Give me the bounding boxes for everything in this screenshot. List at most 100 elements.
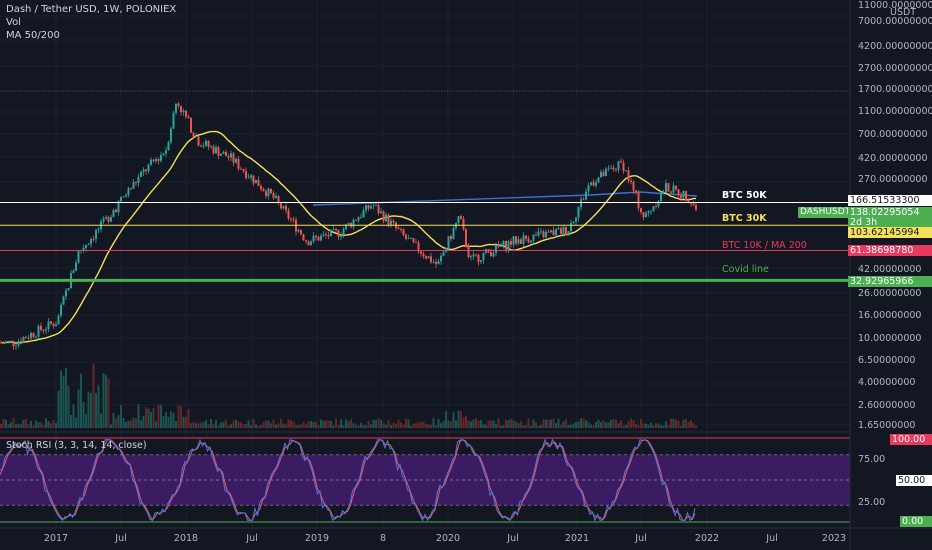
price-tick: 4200.00000000 [858, 41, 932, 52]
candle-body [217, 147, 220, 156]
candle-body [330, 229, 332, 237]
volume-bar [400, 422, 402, 428]
volume-bar [85, 413, 87, 428]
volume-bar [407, 419, 410, 428]
candle-body [75, 262, 77, 271]
volume-bar [272, 419, 275, 428]
volume-bar [270, 423, 272, 428]
volume-bar [582, 418, 585, 428]
candle-body [297, 230, 300, 232]
price-unit: USDT [890, 7, 917, 18]
candle-body [525, 235, 527, 239]
candle-body [635, 190, 637, 193]
volume-bar [477, 420, 480, 428]
candle-body [365, 205, 367, 211]
stoch-rsi-label[interactable]: Stoch RSI (3, 3, 14, 14, close) [6, 440, 147, 451]
volume-bar [347, 421, 350, 428]
candle-body [322, 234, 325, 236]
candle-body [280, 202, 282, 209]
btc10k-label[interactable]: BTC 10K / MA 200 [722, 240, 807, 251]
ma-indicator-label[interactable]: MA 50/200 [6, 30, 60, 41]
candle-body [367, 205, 370, 209]
rsi-upper-tag: 100.00 [890, 434, 932, 445]
volume-bar [625, 425, 627, 428]
candle-body [537, 231, 540, 236]
candle-body [240, 168, 242, 170]
volume-indicator-label[interactable]: Vol [6, 17, 21, 28]
candle-body [2, 342, 5, 344]
volume-bar [672, 418, 675, 428]
volume-bar [352, 423, 355, 428]
candle-body [495, 244, 497, 254]
time-tick: Jul [635, 533, 647, 544]
candle-body [37, 325, 40, 337]
candle-body [10, 340, 12, 342]
btc50k-label[interactable]: BTC 50K [722, 190, 767, 201]
volume-bar [417, 422, 420, 428]
time-tick: 2023 [821, 533, 847, 544]
candle-body [670, 191, 672, 193]
level-lines [0, 202, 850, 282]
price-tick: 270.00000000 [858, 174, 928, 185]
volume-bar [677, 420, 680, 428]
volume-bar [87, 391, 90, 428]
volume-bar [240, 422, 242, 428]
volume-bar [62, 375, 65, 428]
symbol-title[interactable]: Dash / Tether USD, 1W, POLONIEX [6, 4, 177, 15]
volume-bar [110, 424, 112, 428]
volume-bar [247, 420, 250, 428]
candle-body [225, 151, 227, 157]
volume-bar [255, 424, 257, 428]
btc30k-label[interactable]: BTC 30K [722, 213, 767, 224]
candle-body [262, 189, 265, 192]
volume-bar [455, 420, 457, 428]
rsi-tick: 25.00 [858, 497, 886, 508]
volume-bar [195, 423, 197, 428]
candle-body [77, 251, 80, 263]
covid-label[interactable]: Covid line [722, 264, 769, 275]
price-tick: 420.00000000 [858, 153, 928, 164]
btc30k-price-tag: 103.62145994 [848, 227, 932, 238]
volume-bar [70, 414, 72, 428]
candle-body [140, 171, 142, 177]
symbol-tag[interactable]: DASHUSDT [798, 207, 852, 218]
candle-body [535, 234, 537, 236]
ma50-line [0, 130, 697, 344]
volume-bar [685, 418, 687, 428]
volume-bar [232, 420, 235, 428]
candle-body [130, 188, 132, 190]
volume-bar [152, 408, 155, 428]
candle-body [572, 221, 575, 224]
candle-body [305, 240, 307, 242]
candle-body [197, 136, 200, 146]
volume-bar [425, 423, 427, 428]
candle-body [50, 321, 52, 324]
candle-body [90, 239, 92, 244]
candle-body [497, 244, 500, 247]
candle-body [15, 345, 17, 347]
candle-body [580, 199, 582, 208]
volume-bar [185, 417, 187, 428]
candle-body [540, 231, 542, 233]
volume-bar [210, 419, 212, 428]
candle-body [210, 146, 212, 148]
candle-body [60, 304, 62, 316]
volume-bar [542, 418, 545, 428]
volume-bar [250, 425, 252, 428]
volume-bar [230, 424, 232, 428]
volume-bar [530, 425, 532, 428]
volume-bar [370, 424, 372, 428]
volume-bar [442, 420, 445, 428]
volume-bar [107, 378, 110, 428]
candle-body [430, 256, 432, 263]
volume-bar [225, 419, 227, 428]
candle-body [162, 153, 165, 155]
candle-body [512, 236, 515, 245]
volume-bar [207, 423, 210, 428]
candle-body [357, 217, 360, 221]
candle-body [645, 213, 647, 218]
volume-bar [265, 420, 267, 428]
candle-body [625, 170, 627, 172]
price-tick: 11000.00000000 [858, 0, 932, 11]
